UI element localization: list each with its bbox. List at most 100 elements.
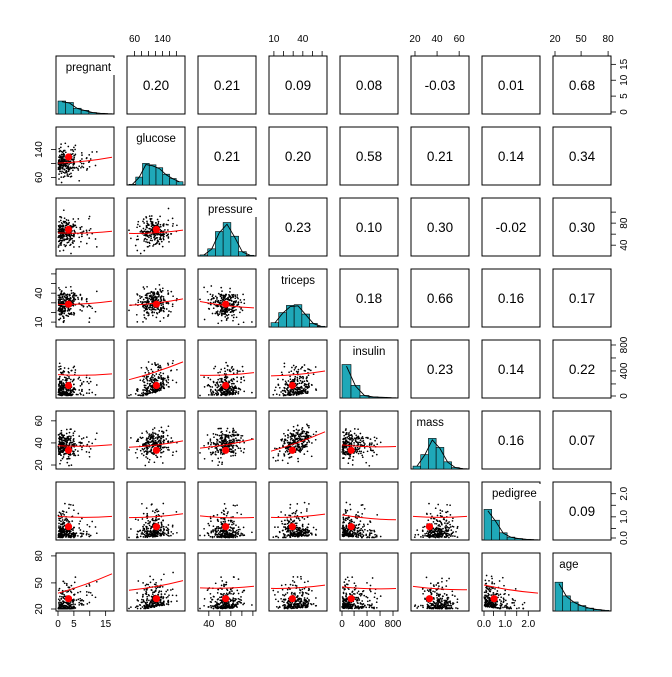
data-point xyxy=(61,240,63,242)
data-point xyxy=(213,536,215,538)
data-point xyxy=(71,238,73,240)
data-point xyxy=(217,458,219,460)
data-point xyxy=(66,519,68,521)
data-point xyxy=(154,391,156,393)
data-point xyxy=(221,392,223,394)
data-point xyxy=(68,313,70,315)
data-point xyxy=(59,240,61,242)
data-point xyxy=(234,505,236,507)
data-point xyxy=(150,234,152,236)
data-point xyxy=(73,157,75,159)
data-point xyxy=(372,455,374,457)
data-point xyxy=(231,315,233,317)
data-point xyxy=(141,296,143,298)
data-point xyxy=(70,394,72,396)
data-point xyxy=(60,318,62,320)
data-point xyxy=(225,298,227,300)
data-point xyxy=(68,163,70,165)
data-point xyxy=(283,453,285,455)
data-point xyxy=(146,439,148,441)
data-point xyxy=(162,503,164,505)
data-point xyxy=(142,395,144,397)
data-point xyxy=(220,309,222,311)
data-point xyxy=(59,167,61,169)
data-point xyxy=(345,451,347,453)
data-point xyxy=(235,453,237,455)
data-point xyxy=(90,381,92,383)
data-point xyxy=(279,450,281,452)
data-point xyxy=(161,386,163,388)
data-point xyxy=(304,386,306,388)
data-point xyxy=(214,313,216,315)
data-point xyxy=(213,301,215,303)
data-point xyxy=(73,455,75,457)
data-point xyxy=(62,306,64,308)
data-point xyxy=(147,242,149,244)
data-point xyxy=(58,434,60,436)
data-point xyxy=(218,461,220,463)
data-point xyxy=(156,237,158,239)
data-point xyxy=(213,307,215,309)
mean-marker xyxy=(153,523,160,530)
data-point xyxy=(148,443,150,445)
data-point xyxy=(207,523,209,525)
data-point xyxy=(146,286,148,288)
data-point xyxy=(89,317,91,319)
data-point xyxy=(162,513,164,515)
data-point xyxy=(210,293,212,295)
data-point xyxy=(81,158,83,160)
panel-triceps-pedigree: 0.16 xyxy=(482,269,540,327)
data-point xyxy=(58,519,60,521)
data-point xyxy=(163,442,165,444)
data-point xyxy=(221,439,223,441)
data-point xyxy=(89,377,91,379)
data-point xyxy=(302,381,304,383)
correlation-value: 0.17 xyxy=(569,291,595,306)
data-point xyxy=(353,442,355,444)
data-point xyxy=(66,223,68,225)
data-point xyxy=(225,443,227,445)
data-point xyxy=(139,295,141,297)
data-point xyxy=(73,527,75,529)
data-point xyxy=(60,298,62,300)
data-point xyxy=(243,527,245,529)
data-point xyxy=(281,371,283,373)
data-point xyxy=(230,389,232,391)
data-point xyxy=(146,239,148,241)
panel-mass-pregnant xyxy=(56,411,114,469)
data-point xyxy=(146,306,148,308)
data-point xyxy=(152,440,154,442)
data-point xyxy=(150,221,152,223)
data-point xyxy=(212,537,214,539)
data-point xyxy=(79,227,81,229)
data-point xyxy=(146,391,148,393)
data-point xyxy=(58,163,60,165)
data-point xyxy=(135,518,137,520)
data-point xyxy=(58,453,60,455)
data-point xyxy=(217,520,219,522)
data-point xyxy=(143,228,145,230)
data-point xyxy=(345,454,347,456)
panel-pregnant-pregnant: pregnant xyxy=(56,56,118,114)
data-point xyxy=(307,450,309,452)
data-point xyxy=(220,431,222,433)
data-point xyxy=(217,392,219,394)
data-point xyxy=(163,317,165,319)
data-point xyxy=(145,522,147,524)
data-point xyxy=(161,431,163,433)
data-point xyxy=(221,537,223,539)
data-point xyxy=(361,455,363,457)
data-point xyxy=(154,536,156,538)
data-point xyxy=(141,367,143,369)
data-point xyxy=(63,156,65,158)
data-point xyxy=(60,365,62,367)
data-point xyxy=(88,535,90,537)
data-point xyxy=(71,176,73,178)
data-point xyxy=(66,429,68,431)
data-point xyxy=(237,298,239,300)
data-point xyxy=(72,242,74,244)
data-point xyxy=(220,306,222,308)
data-point xyxy=(225,379,227,381)
data-point xyxy=(167,382,169,384)
data-point xyxy=(290,378,292,380)
